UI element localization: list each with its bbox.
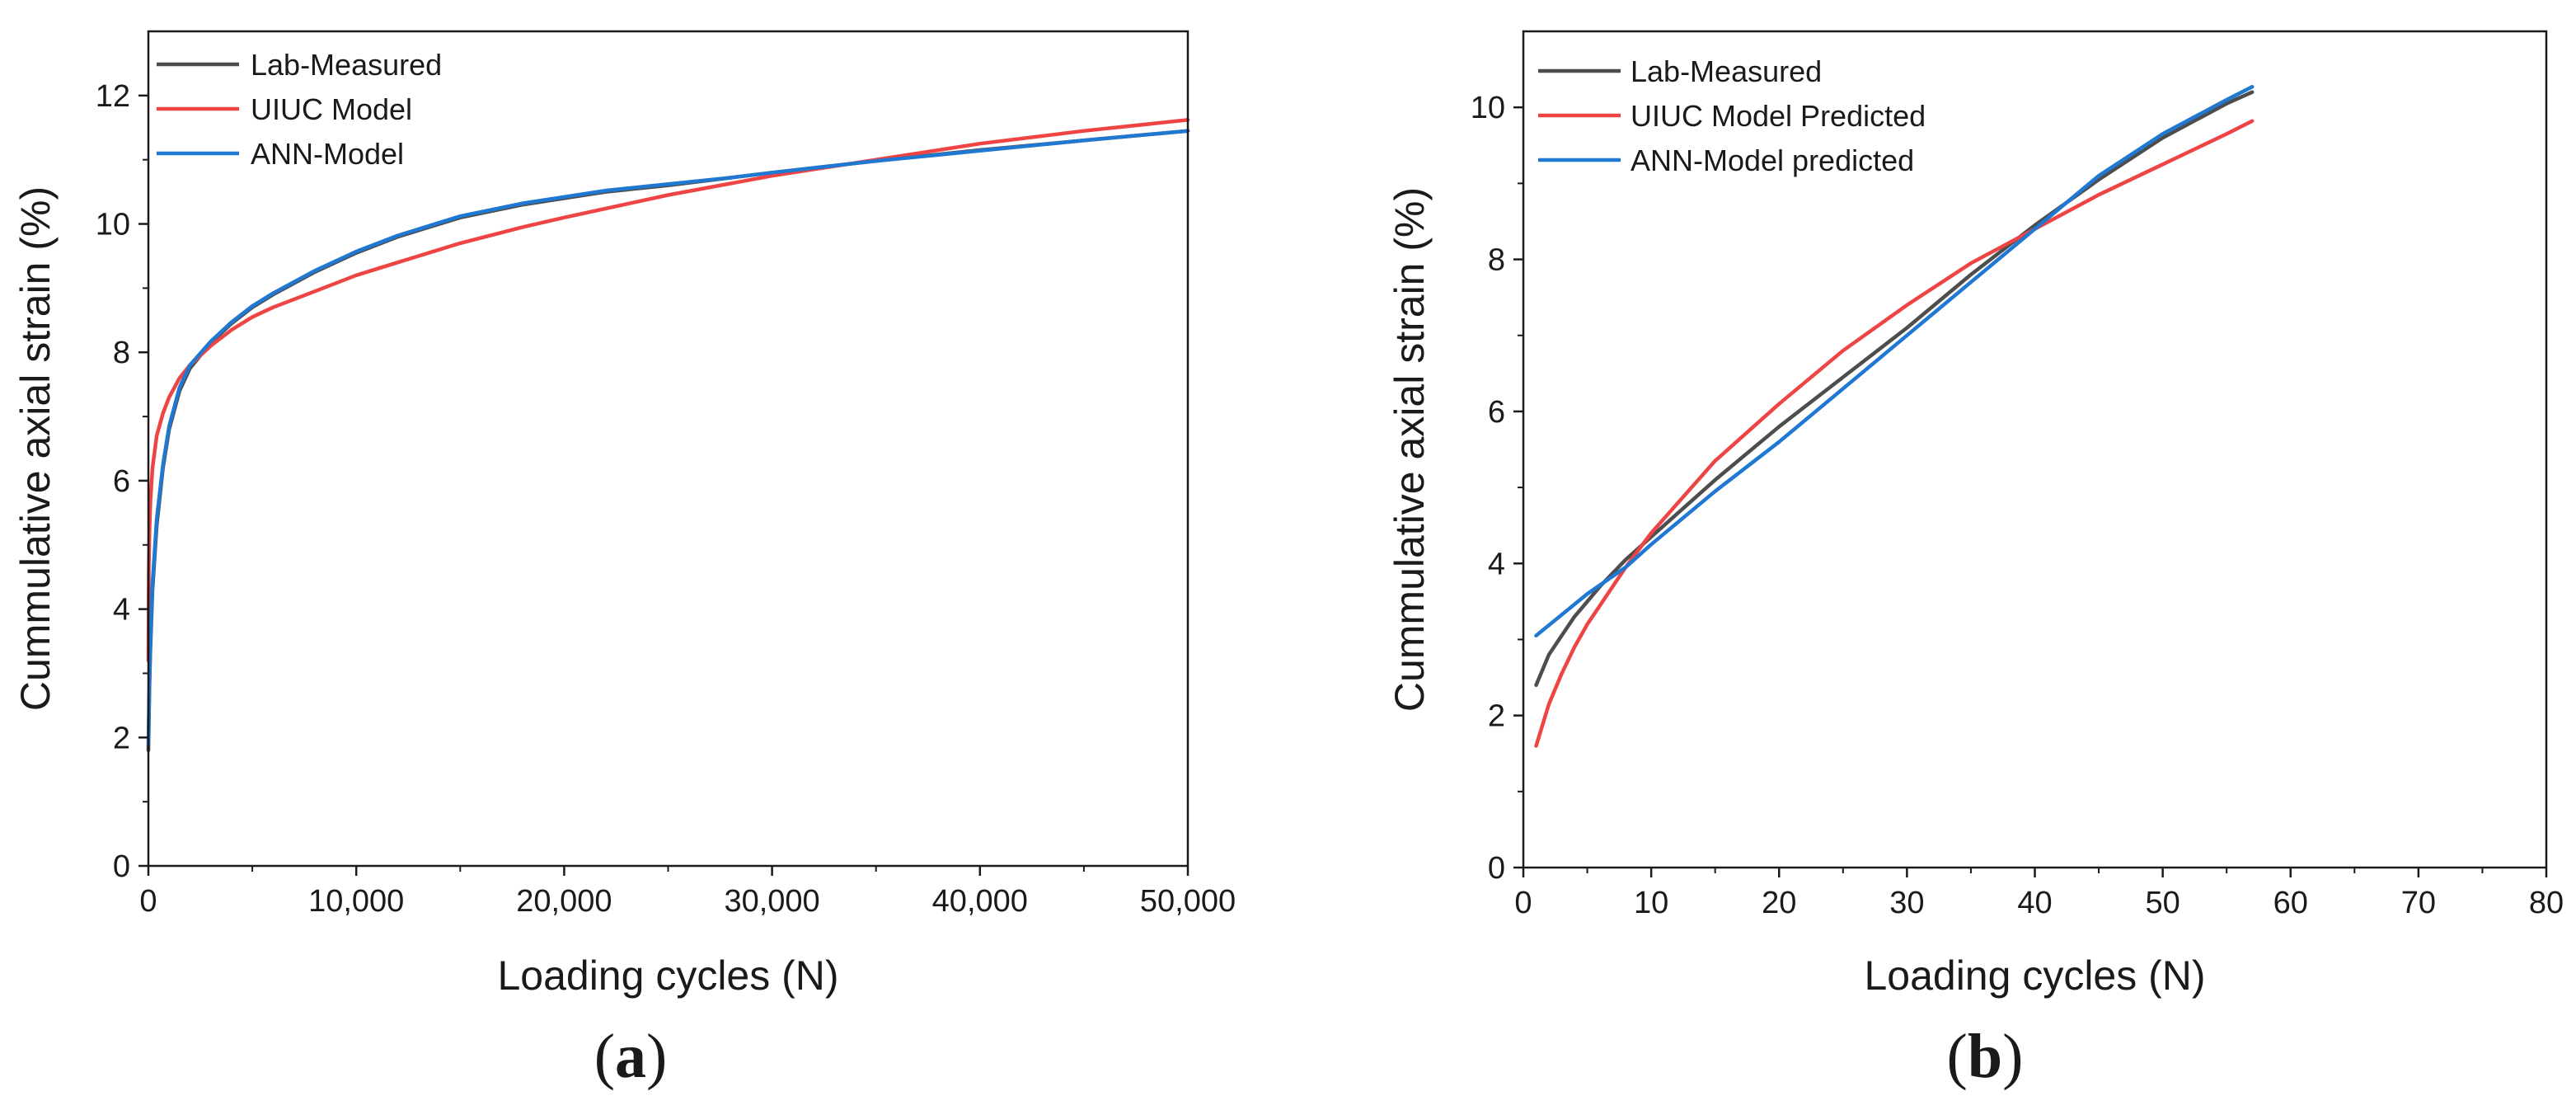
legend-label: UIUC Model — [251, 92, 412, 126]
panel-label-b-close: ) — [2002, 1022, 2023, 1091]
x-tick-label: 30 — [1889, 886, 1924, 920]
y-tick-label: 0 — [1488, 851, 1505, 886]
x-tick-label: 50,000 — [1140, 884, 1236, 919]
panel-label-a: (a) — [594, 1022, 668, 1091]
series-group — [1534, 85, 2255, 748]
y-tick-label: 0 — [113, 849, 130, 884]
y-tick-label: 8 — [1488, 243, 1505, 278]
y-axis-title: Cummulative axial strain (%) — [1387, 187, 1433, 712]
legend-label: ANN-Model predicted — [1631, 143, 1914, 177]
legend: Lab-Measured UIUC Model Predicted ANN-Mode… — [1538, 54, 1926, 177]
panel-label-b-letter: b — [1968, 1022, 2002, 1091]
y-tick-label: 2 — [1488, 699, 1505, 734]
chart-panel-a: 0 10,000 20,000 30,000 40,000 50,000 0 2 4 6 8 10 12… — [12, 30, 1236, 999]
x-tick-label: 10,000 — [308, 884, 404, 919]
x-tick-label: 40 — [2017, 886, 2052, 920]
panel-label-a-open: ( — [594, 1022, 615, 1091]
series-line-lab-measured — [146, 129, 1190, 753]
y-tick-label: 4 — [113, 593, 130, 628]
y-tick-label: 10 — [1471, 91, 1505, 125]
x-tick-label: 10 — [1634, 886, 1668, 920]
x-tick-label: 70 — [2401, 886, 2436, 920]
x-axis-title: Loading cycles (N) — [1864, 952, 2205, 999]
x-tick-label: 0 — [1514, 886, 1532, 920]
x-axis-ticks: 0 10,000 20,000 30,000 40,000 50,000 — [139, 866, 1236, 919]
y-tick-label: 2 — [113, 721, 130, 755]
series-group — [146, 118, 1190, 753]
y-tick-label: 6 — [1488, 395, 1505, 430]
x-tick-label: 60 — [2273, 886, 2308, 920]
y-axis-ticks: 0 2 4 6 8 10 12 — [96, 79, 148, 884]
series-line-uiuc-model — [146, 118, 1190, 663]
x-tick-label: 0 — [139, 884, 157, 919]
panel-label-b: (b) — [1947, 1022, 2024, 1091]
x-tick-label: 80 — [2529, 886, 2564, 920]
legend-label: ANN-Model — [251, 137, 404, 171]
series-line-lab-measured — [1534, 90, 2255, 688]
legend-label: Lab-Measured — [1631, 54, 1822, 88]
legend-label: Lab-Measured — [251, 48, 442, 82]
y-tick-label: 12 — [96, 79, 130, 114]
legend: Lab-Measured UIUC Model ANN-Model — [157, 48, 442, 171]
panel-label-b-open: ( — [1947, 1022, 1968, 1091]
legend-label: UIUC Model Predicted — [1631, 99, 1926, 133]
series-line-ann-model-predicted — [1534, 85, 2255, 638]
x-tick-label: 20 — [1762, 886, 1796, 920]
x-axis-title: Loading cycles (N) — [497, 952, 838, 999]
series-line-uiuc-model-predicted — [1534, 119, 2255, 748]
x-tick-label: 40,000 — [932, 884, 1028, 919]
x-tick-label: 50 — [2145, 886, 2180, 920]
chart-panel-b: 0 10 20 30 40 50 60 70 80 0 2 4 6 8 10 Loading cycles (… — [1387, 30, 2564, 999]
y-axis-title: Cummulative axial strain (%) — [12, 186, 59, 711]
panel-label-a-close: ) — [646, 1022, 667, 1091]
x-tick-label: 30,000 — [724, 884, 819, 919]
y-tick-label: 6 — [113, 464, 130, 499]
x-axis-ticks: 0 10 20 30 40 50 60 70 80 — [1514, 868, 2564, 920]
y-tick-label: 8 — [113, 336, 130, 370]
series-line-ann-model — [146, 129, 1190, 746]
x-tick-label: 20,000 — [516, 884, 612, 919]
y-tick-label: 10 — [96, 208, 130, 242]
y-axis-ticks: 0 2 4 6 8 10 — [1471, 91, 1523, 886]
panel-label-a-letter: a — [615, 1022, 646, 1091]
y-tick-label: 4 — [1488, 547, 1505, 581]
